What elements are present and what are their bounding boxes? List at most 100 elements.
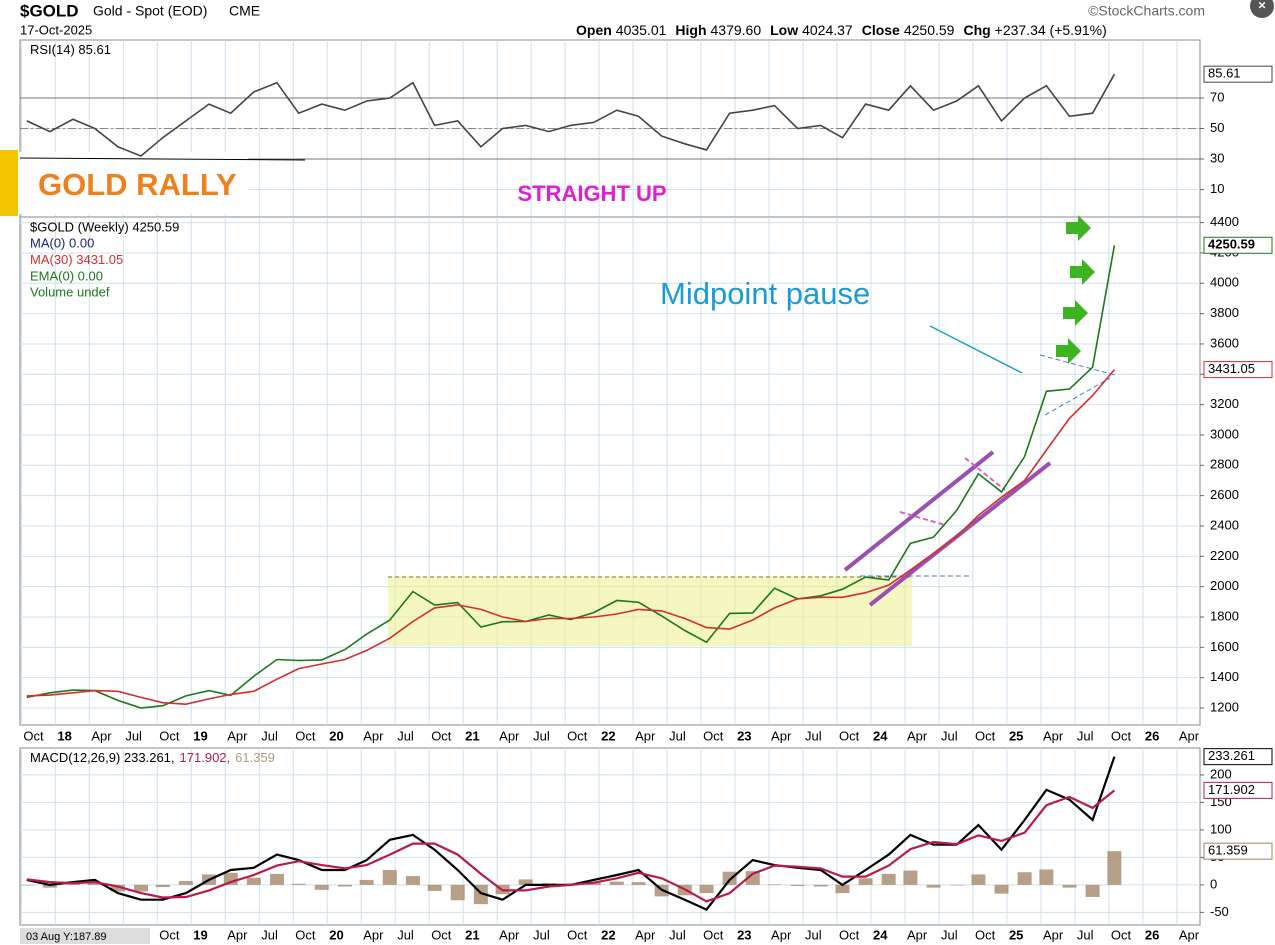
x-tick-label: Oct <box>431 927 452 942</box>
x-tick-label: 20 <box>329 927 343 942</box>
date: 17-Oct-2025 <box>20 22 92 37</box>
x-tick-label: Jul <box>805 728 822 743</box>
x-tick-label: Oct <box>159 927 180 942</box>
y-tick-label: 2600 <box>1210 487 1239 502</box>
annotation: STRAIGHT UP <box>517 181 666 206</box>
x-tick-label: Jul <box>941 927 958 942</box>
x-tick-label: Oct <box>839 927 860 942</box>
range-zone <box>388 576 912 646</box>
histogram-bar <box>337 884 352 887</box>
stat-value: 4250.59 <box>904 22 955 38</box>
panel-frame <box>19 747 1201 926</box>
histogram-bar <box>835 884 850 894</box>
x-tick-label: 26 <box>1145 927 1159 942</box>
close-button[interactable] <box>1250 0 1274 18</box>
legend-entry: MACD(12,26,9) 233.261, <box>30 750 175 765</box>
value-box <box>1203 748 1273 766</box>
ohlc-stats: Open 4035.01 High 4379.60 Low 4024.37 Close 425… <box>576 22 1107 38</box>
x-tick-label: 20 <box>329 728 343 743</box>
y-tick-label: 1400 <box>1210 669 1239 684</box>
x-tick-label: Jul <box>397 728 414 743</box>
histogram-bar <box>631 882 646 885</box>
data-layer: 85.61 RSI(14) 85.61 4250.59 3431.05 $GOLD (W… <box>19 42 1273 911</box>
value-box-label: 4250.59 <box>1208 237 1255 252</box>
stat-value: +237.34 (+5.91%) <box>995 22 1107 38</box>
x-tick-label: Jul <box>533 728 550 743</box>
x-tick-label: Apr <box>363 927 384 942</box>
y-tick-label: 2400 <box>1210 517 1239 532</box>
x-tick-label: Apr <box>1179 927 1200 942</box>
histogram-bar <box>903 870 918 885</box>
value-box-label: 61.359 <box>1208 843 1248 858</box>
x-tick-label: 18 <box>57 728 71 743</box>
histogram-bar <box>359 879 374 885</box>
value-box <box>1203 781 1273 799</box>
histogram-bar <box>949 884 964 886</box>
x-tick-label: Oct <box>703 927 724 942</box>
histogram-bar <box>87 882 102 885</box>
x-tick-label: 26 <box>1145 728 1159 743</box>
histogram-bar <box>971 874 986 885</box>
histogram-bar <box>42 884 57 888</box>
x-tick-label: Oct <box>703 728 724 743</box>
arrow <box>1066 215 1091 241</box>
histogram-bar <box>291 883 306 885</box>
value-box-label: 3431.05 <box>1208 361 1255 376</box>
panel-frame <box>19 216 1201 726</box>
value-box <box>1203 65 1273 83</box>
y-tick-label: 10 <box>1210 181 1224 196</box>
histogram-bar <box>246 877 261 885</box>
stat-value: 4379.60 <box>711 22 762 38</box>
histogram-bar <box>1085 884 1100 897</box>
x-tick-label: Apr <box>907 927 928 942</box>
stat-value: 4035.01 <box>616 22 667 38</box>
x-tick-label: Oct <box>295 728 316 743</box>
x-tick-label: Apr <box>363 728 384 743</box>
legend-entry: MA(0) 0.00 <box>30 236 94 251</box>
histogram-bar <box>110 884 125 892</box>
y-tick-label: 30 <box>1210 150 1224 165</box>
x-tick-label: 21 <box>465 927 479 942</box>
histogram-bar <box>881 873 896 885</box>
histogram-bar <box>1039 869 1054 885</box>
legend-entry: EMA(0) 0.00 <box>30 268 103 283</box>
x-tick-label: 21 <box>465 728 479 743</box>
y-tick-label: 0 <box>1210 876 1217 891</box>
histogram-bar <box>722 871 737 885</box>
histogram-bar <box>269 873 284 885</box>
x-tick-label: Oct <box>567 927 588 942</box>
histogram-bar <box>405 876 420 885</box>
pennant-line <box>1044 377 1111 416</box>
arrow <box>1063 300 1088 326</box>
close-icon[interactable]: × <box>1258 0 1266 12</box>
legend-entry: MA(30) 3431.05 <box>30 252 123 267</box>
value-box-label: 233.261 <box>1208 748 1255 763</box>
histogram-bar <box>382 870 397 885</box>
yellow-strip <box>0 150 18 216</box>
cursor-box <box>20 928 150 944</box>
y-tick-label: 100 <box>1210 821 1232 836</box>
x-tick-label: 23 <box>737 728 751 743</box>
y-tick-label: -50 <box>1210 904 1229 919</box>
x-tick-label: Oct <box>975 728 996 743</box>
legend-entry: 61.359 <box>235 750 275 765</box>
histogram-bar <box>450 884 465 901</box>
y-tick-label: 2000 <box>1210 578 1239 593</box>
y-tick-label: 3800 <box>1210 305 1239 320</box>
y-tick-label: 2200 <box>1210 548 1239 563</box>
y-tick-label: 1800 <box>1210 608 1239 623</box>
x-tick-label: Apr <box>635 728 656 743</box>
y-tick-label: 2800 <box>1210 457 1239 472</box>
histogram-bar <box>66 883 81 885</box>
histogram-bar <box>427 884 442 891</box>
x-tick-label: Oct <box>567 728 588 743</box>
stat-label: Close <box>862 22 900 38</box>
histogram-bar <box>609 881 624 885</box>
x-tick-label: 19 <box>193 728 207 743</box>
series-line <box>26 369 1116 706</box>
series-line <box>26 73 1116 157</box>
histogram-bar <box>813 884 828 887</box>
histogram-bar <box>314 884 329 890</box>
x-tick-label: Jul <box>125 728 142 743</box>
